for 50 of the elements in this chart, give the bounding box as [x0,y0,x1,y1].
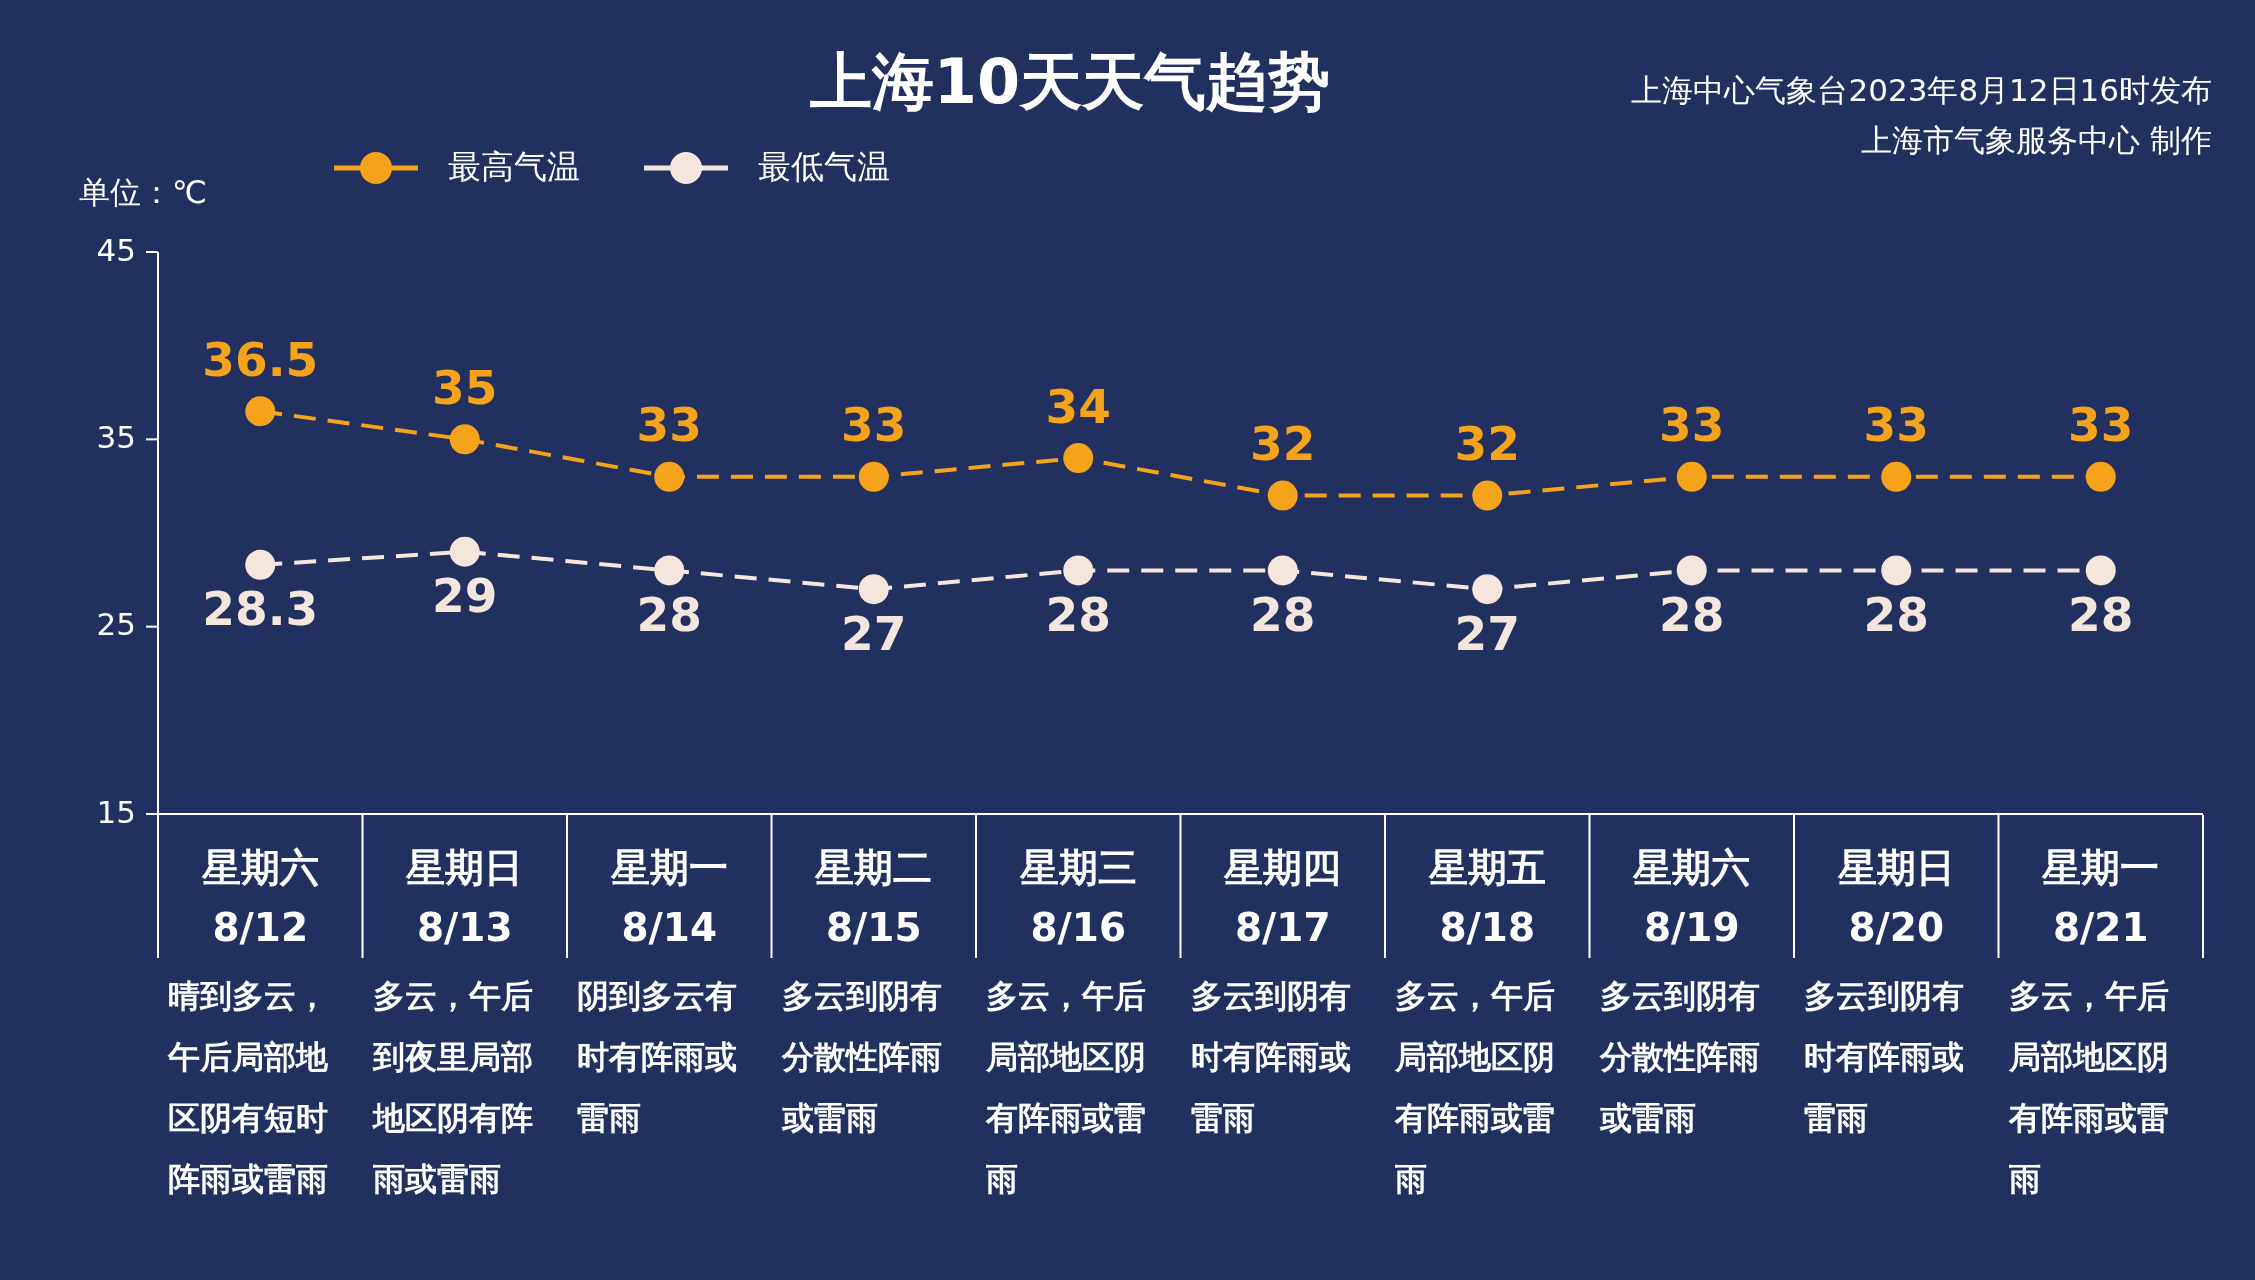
data-label: 35 [432,359,498,415]
annotation: 多云，午后到夜里局部地区阴有阵雨或雷雨 [372,977,533,1198]
data-label: 27 [1454,605,1520,661]
xtick: 星期六 8/12 [201,844,319,950]
annotation: 阴到多云有时有阵雨或雷雨 [577,977,737,1137]
data-label: 34 [1045,378,1111,434]
annotation: 多云，午后局部地区阴有阵雨或雷雨 [1395,977,1555,1198]
data-label: 28.3 [202,581,319,637]
data-label: 33 [1863,397,1929,453]
data-label: 28 [1045,586,1111,642]
data-label: 28 [636,586,702,642]
annotation: 多云到阴有分散性阵雨或雷雨 [781,977,942,1137]
ytick: 35 [96,418,136,455]
legend: 最低气温 [758,146,890,186]
annotation: 多云，午后局部地区阴有阵雨或雷雨 [986,977,1146,1198]
ytick: 15 [96,793,136,830]
data-label: 36.5 [202,331,319,387]
ytick: 45 [96,231,136,268]
xtick: 星期一 8/14 [610,844,728,950]
annotation: 多云到阴有分散性阵雨或雷雨 [1599,977,1760,1137]
xtick: 星期日 8/20 [1837,844,1955,950]
data-label: 29 [432,568,498,624]
data-label: 28 [1250,586,1316,642]
data-label: 28 [2068,586,2134,642]
xtick: 星期五 8/18 [1428,844,1546,950]
data-label: 32 [1250,416,1316,472]
data-label: 27 [841,605,907,661]
xtick: 星期三 8/16 [1019,844,1137,950]
xtick: 星期一 8/21 [2042,844,2160,950]
data-label: 33 [1659,397,1725,453]
annotation: 多云到阴有时有阵雨或雷雨 [1804,977,1964,1137]
data-label: 33 [636,397,702,453]
data-label: 32 [1454,416,1520,472]
data-label: 28 [1863,586,1929,642]
xtick: 星期二 8/15 [815,844,933,950]
data-label: 33 [841,397,907,453]
annotation: 上海市气象服务中心 制作 [1861,121,2212,158]
xtick: 星期六 8/19 [1633,844,1751,950]
annotation: 多云，午后局部地区阴有阵雨或雷雨 [2008,977,2169,1198]
xtick: 星期日 8/13 [406,844,524,950]
annotation: 多云到阴有时有阵雨或雷雨 [1190,977,1351,1137]
annotation: 上海中心气象台2023年8月12日16时发布 [1631,71,2212,108]
title: 上海10天天气趋势 [809,45,1331,119]
legend: 最高气温 [448,146,580,186]
ylabel: 单位：℃ [79,173,207,210]
annotation: 晴到多云，午后局部地区阴有短时阵雨或雷雨 [168,977,328,1198]
ytick: 25 [96,606,136,643]
xtick: 星期四 8/17 [1224,844,1342,950]
data-label: 28 [1659,586,1725,642]
data-label: 33 [2068,397,2134,453]
